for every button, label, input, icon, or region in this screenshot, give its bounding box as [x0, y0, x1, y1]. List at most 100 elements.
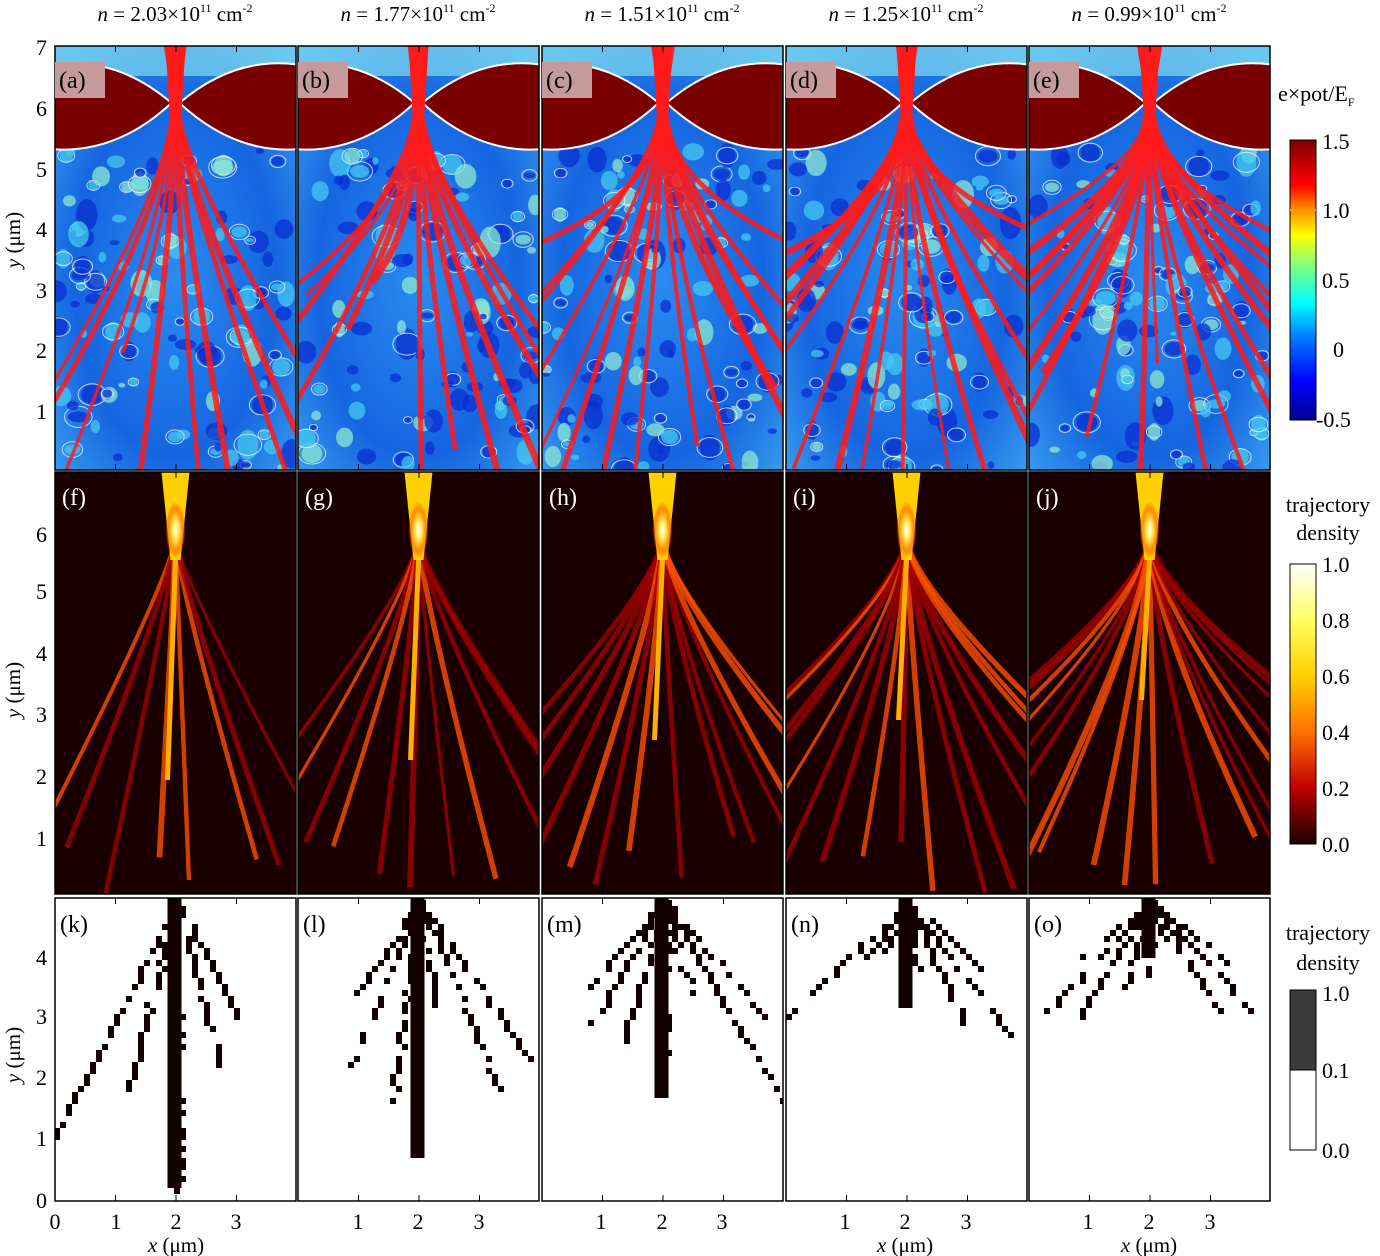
density-panels-row — [54, 471, 1271, 895]
colorbar-tick: -0.5 — [1316, 407, 1351, 432]
x-tick-label: 3 — [717, 1209, 728, 1234]
panel-letter: (g) — [305, 485, 333, 511]
colorbar-tick: 0.4 — [1322, 720, 1350, 745]
density-main-branch — [408, 559, 421, 761]
x-tick-label: 3 — [1205, 1209, 1216, 1234]
y-tick-label: 4 — [36, 217, 47, 242]
density-branch — [415, 539, 539, 752]
colorbar-tick: 0.0 — [1322, 1138, 1350, 1163]
threshold-colorbar: trajectory density 1.0 0.1 0.0 — [1286, 920, 1370, 1163]
y-tick-label: 6 — [36, 96, 47, 121]
y-tick-label: 0 — [36, 1188, 47, 1213]
density-branch — [903, 539, 1027, 700]
threshold-column — [167, 898, 182, 1188]
colorbar-tick: 0.2 — [1322, 776, 1350, 801]
x-tick-label: 3 — [231, 1209, 242, 1234]
trajectory-beam — [165, 46, 186, 143]
label-box — [1029, 62, 1079, 98]
density-hotspot — [165, 502, 186, 558]
density-label: n = 1.25×1011 cm-2 — [829, 1, 984, 26]
y-tick-label: 2 — [36, 764, 47, 789]
density-hotspot — [1139, 502, 1160, 558]
y-tick-label: 4 — [36, 945, 47, 970]
panel-letter: (i) — [793, 485, 816, 511]
label-box — [786, 62, 836, 98]
colorbar-tick: 1.5 — [1322, 129, 1350, 154]
density-branch — [660, 539, 783, 723]
panel-letter: (m) — [547, 912, 582, 938]
panel-letter: (j) — [1036, 485, 1059, 511]
panel-letter: (l) — [303, 912, 326, 938]
density-panel — [54, 471, 297, 895]
threshold-panels-row — [54, 46, 1271, 1202]
x-tick-label: 1 — [1083, 1209, 1094, 1234]
colorbar-title: e×pot/EF — [1278, 81, 1355, 109]
x-tick-label: 1 — [840, 1209, 851, 1234]
density-labels: n = 2.03×1011 cm-2 n = 1.77×1011 cm-2 n … — [98, 1, 1227, 26]
threshold-panel — [541, 46, 784, 1202]
panel-letter: (h) — [549, 485, 577, 511]
colorbar-dark-segment — [1289, 989, 1317, 1071]
y-axis-title: y (μm) — [1, 1027, 25, 1085]
x-tick-label: 3 — [474, 1209, 485, 1234]
y-tick-label: 3 — [36, 1004, 47, 1029]
colorbar-tick: 1.0 — [1322, 981, 1350, 1006]
threshold-column — [410, 898, 425, 1158]
density-main-branch — [1139, 559, 1152, 701]
y-tick-label: 1 — [36, 826, 47, 851]
threshold-column — [898, 898, 913, 1008]
x-axis-title: x (μm) — [876, 1233, 933, 1256]
x-axis-title: x (μm) — [147, 1233, 204, 1256]
density-panel — [1028, 471, 1271, 895]
potential-panel — [297, 45, 540, 471]
threshold-panel — [54, 46, 297, 1202]
y-tick-label: 5 — [36, 579, 47, 604]
density-colorbar: trajectory density 1.0 0.8 0.6 0.4 0.2 0… — [1286, 492, 1370, 857]
density-hotspot — [408, 502, 429, 558]
y-axis-labels: 1 2 3 4 5 6 7 1 2 3 4 5 6 0 1 2 3 4 — [36, 35, 47, 1213]
x-tick-label: 2 — [657, 1209, 668, 1234]
trajectory-beam — [1139, 46, 1160, 143]
panel-letter: (n) — [791, 912, 819, 938]
x-axis-title: x (μm) — [1120, 1233, 1177, 1256]
trajectory-beam — [896, 46, 917, 143]
density-panel — [297, 471, 540, 895]
potential-colorbar: e×pot/EF 1.5 1.0 0.5 0 -0.5 — [1278, 81, 1355, 432]
threshold-panel — [785, 46, 1028, 1202]
y-axis-title: y (μm) — [1, 662, 25, 720]
panel-letter: (o) — [1034, 912, 1062, 938]
x-tick-label: 2 — [1144, 1209, 1155, 1234]
density-main-branch — [165, 559, 178, 781]
colorbar-tick: 0.0 — [1322, 832, 1350, 857]
density-hotspot — [896, 502, 917, 558]
colorbar-tick: 0.1 — [1322, 1058, 1350, 1083]
density-label: n = 1.77×1011 cm-2 — [341, 1, 496, 26]
y-axis-title: y (μm) — [1, 212, 25, 270]
potential-panel — [54, 45, 297, 471]
colorbar-tick: 0.5 — [1322, 268, 1350, 293]
density-branch — [174, 539, 296, 796]
colorbar-title: density — [1296, 950, 1360, 975]
panel-letter: (c) — [546, 68, 573, 94]
y-tick-label: 7 — [36, 35, 47, 60]
y-tick-label: 3 — [36, 278, 47, 303]
trajectory-beam — [652, 46, 673, 143]
threshold-column — [654, 898, 669, 1098]
panel-letter: (f) — [62, 485, 86, 511]
potential-panel — [785, 45, 1028, 471]
trajectory-beam — [408, 46, 429, 143]
threshold-column — [1141, 898, 1156, 958]
density-label: n = 2.03×1011 cm-2 — [98, 1, 253, 26]
density-panel — [785, 471, 1028, 895]
colorbar-gradient — [1289, 563, 1317, 845]
label-box — [298, 62, 348, 98]
x-tick-label: 2 — [171, 1209, 182, 1234]
y-tick-label: 1 — [36, 399, 47, 424]
x-tick-label: 3 — [961, 1209, 972, 1234]
y-tick-label: 5 — [36, 157, 47, 182]
density-panel — [541, 471, 784, 895]
colorbar-tick: 1.0 — [1322, 552, 1350, 577]
threshold-panel — [297, 46, 540, 1202]
potential-panel — [541, 45, 784, 471]
